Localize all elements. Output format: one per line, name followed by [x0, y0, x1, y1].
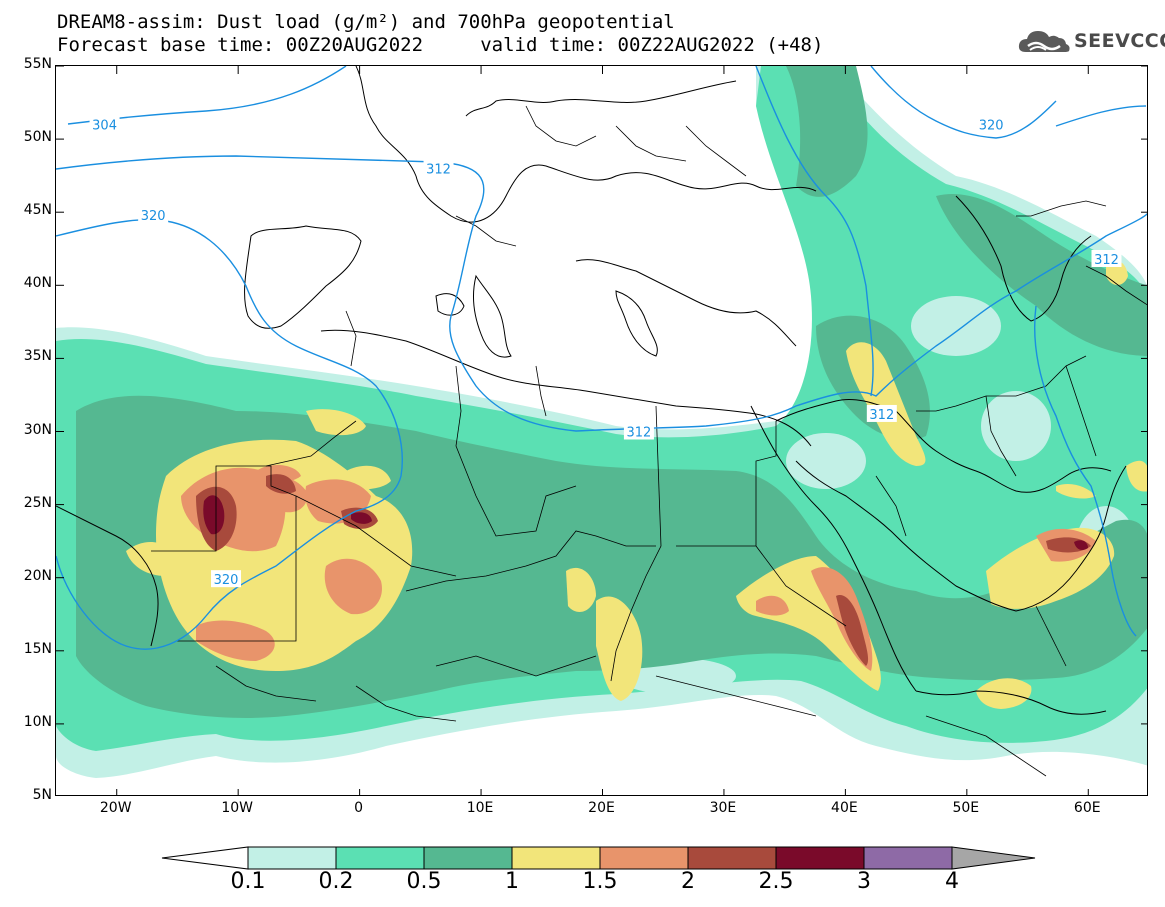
- colorbar-segment: [511, 846, 601, 870]
- colorbar-label: 0.1: [230, 869, 266, 894]
- contour-label: 312: [423, 159, 454, 177]
- contour-label-text: 312: [627, 426, 652, 441]
- latitude-tick-label: 45N: [23, 202, 52, 219]
- colorbar-segment: [599, 846, 689, 870]
- latitude-tick-label: 55N: [23, 56, 52, 72]
- coastlines: [56, 66, 1127, 715]
- longitude-tick-label: 40E: [831, 800, 858, 816]
- longitude-tick-label: 20E: [588, 800, 615, 816]
- colorbar-segment: [687, 846, 777, 870]
- colorbar-label: 3: [857, 869, 871, 894]
- colorbar-label: 1.5: [582, 869, 618, 894]
- colorbar-segment: [423, 846, 513, 870]
- contour-label-text: 320: [141, 209, 166, 224]
- contour-label: 320: [211, 570, 242, 588]
- colorbar-segment: [951, 846, 1036, 870]
- colorbar-legend: 0.1 0.2 0.5 1 1.5 2 2.5 3 4: [160, 845, 1045, 905]
- contour-label-text: 312: [869, 408, 894, 423]
- colorbar-segment: [863, 846, 953, 870]
- longitude-tick-label: 0: [354, 800, 364, 816]
- colorbar-segment: [247, 846, 337, 870]
- latitude-tick-label: 50N: [23, 129, 52, 146]
- colorbar-label: 0.2: [318, 869, 354, 894]
- latitude-tick-label: 30N: [23, 421, 52, 438]
- colorbar-label: 1: [505, 869, 519, 894]
- longitude-tick-label: 30E: [709, 800, 737, 816]
- colorbar-label: 4: [945, 869, 959, 894]
- chart-title-line-2: Forecast base time: 00Z20AUG2022 valid t…: [57, 34, 824, 56]
- contour-label: 304: [89, 115, 120, 133]
- contour-labels: 304 312 320 320 312 312 312 320: [89, 115, 1122, 588]
- longitude-tick-label: 20W: [99, 800, 132, 816]
- contour-label: 320: [976, 115, 1007, 133]
- latitude-tick-label: 40N: [23, 275, 52, 292]
- contour-label: 312: [623, 422, 654, 441]
- latitude-tick-label: 10N: [23, 713, 52, 730]
- contour-label-text: 320: [979, 118, 1004, 133]
- latitude-tick-label: 5N: [32, 787, 52, 803]
- longitude-tick-label: 50E: [952, 800, 980, 816]
- contour-label: 320: [138, 206, 169, 224]
- colorbar-label: 0.5: [406, 869, 442, 894]
- latitude-tick-label: 15N: [23, 640, 52, 657]
- colorbar: [161, 846, 1036, 870]
- dust-load-map: 304 312 320 320 312 312 312 320: [56, 66, 1147, 795]
- seevccc-logo: SEEVCCC: [1016, 26, 1165, 58]
- latitude-tick-label: 20N: [23, 567, 52, 584]
- contour-label-text: 312: [1094, 253, 1119, 268]
- map-plot-area: 304 312 320 320 312 312 312 320: [55, 65, 1148, 796]
- colorbar-segment: [335, 846, 425, 870]
- colorbar-segment: [775, 846, 865, 870]
- contour-label-text: 312: [426, 162, 451, 177]
- longitude-tick-label: 60E: [1073, 800, 1101, 816]
- latitude-tick-label: 35N: [23, 348, 52, 365]
- dust-shading-maroon-layer: [203, 495, 1088, 550]
- latitude-tick-label: 25N: [23, 494, 52, 511]
- colorbar-label: 2.5: [758, 869, 794, 894]
- logo-text: SEEVCCC: [1074, 30, 1165, 52]
- longitude-tick-label: 10E: [466, 800, 494, 816]
- colorbar-label: 2: [681, 869, 695, 894]
- contour-label: 312: [866, 404, 897, 423]
- cloud-logo-icon: [1018, 31, 1070, 52]
- contour-label-text: 304: [92, 118, 117, 133]
- chart-title-line-1: DREAM8-assim: Dust load (g/m²) and 700hP…: [57, 11, 675, 33]
- contour-label: 312: [1091, 249, 1122, 268]
- country-borders: [151, 105, 1147, 777]
- colorbar-segment: [161, 846, 249, 870]
- longitude-tick-label: 10W: [221, 800, 253, 816]
- axis-ticks: [56, 66, 1147, 795]
- contour-label-text: 320: [214, 573, 239, 588]
